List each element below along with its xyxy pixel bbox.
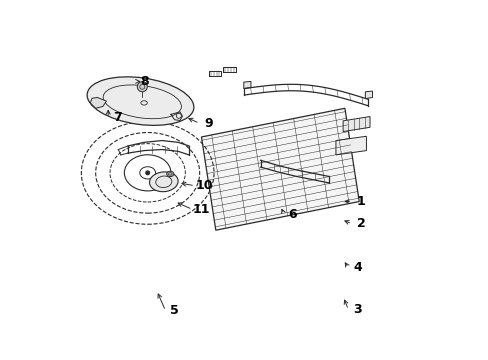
Polygon shape bbox=[343, 117, 369, 132]
Text: 3: 3 bbox=[352, 303, 361, 316]
Text: 2: 2 bbox=[356, 217, 365, 230]
Text: 6: 6 bbox=[288, 208, 297, 221]
Text: 10: 10 bbox=[195, 179, 212, 192]
Text: 11: 11 bbox=[192, 203, 210, 216]
Ellipse shape bbox=[149, 172, 178, 192]
Ellipse shape bbox=[166, 171, 174, 177]
Circle shape bbox=[137, 82, 147, 92]
Text: 1: 1 bbox=[356, 195, 365, 208]
Polygon shape bbox=[201, 108, 359, 230]
Polygon shape bbox=[335, 136, 366, 155]
Polygon shape bbox=[244, 81, 250, 89]
Text: 8: 8 bbox=[140, 75, 149, 88]
Text: 4: 4 bbox=[352, 261, 361, 274]
Polygon shape bbox=[365, 91, 372, 99]
Polygon shape bbox=[90, 98, 106, 108]
Ellipse shape bbox=[87, 77, 193, 125]
Circle shape bbox=[145, 171, 149, 175]
Text: 9: 9 bbox=[204, 117, 212, 130]
Text: 7: 7 bbox=[113, 112, 122, 125]
Text: 5: 5 bbox=[170, 305, 179, 318]
